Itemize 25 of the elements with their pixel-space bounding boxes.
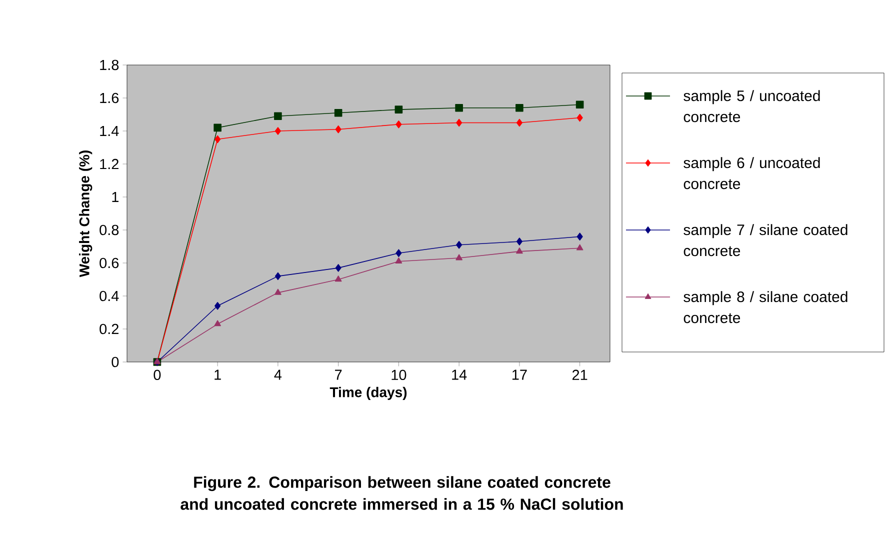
legend-label: sample 5 / uncoated concrete bbox=[684, 90, 820, 122]
y-tick-label: 0.6 bbox=[100, 258, 119, 268]
x-tick-label: 0 bbox=[154, 370, 161, 380]
y-tick-label: 0.4 bbox=[100, 290, 119, 302]
x-tick-label: 1 bbox=[214, 370, 221, 380]
y-tick-label: 1.4 bbox=[100, 126, 119, 136]
x-tick-label: 14 bbox=[452, 370, 467, 380]
y-tick-label: 1.8 bbox=[100, 60, 119, 70]
x-tick-label: 10 bbox=[392, 370, 406, 380]
y-tick-label: 1 bbox=[112, 192, 118, 202]
x-tick-label: 21 bbox=[572, 370, 588, 380]
legend-label: sample 8 / silane coated concrete bbox=[684, 291, 848, 324]
y-tick-label: 0 bbox=[112, 356, 119, 368]
text: Figure 2. Comparison between silane coated concrete and uncoated concrete immersed in a 15 % NaCl solution bbox=[180, 476, 623, 510]
legend-label: sample 6 / uncoated concrete bbox=[684, 157, 820, 190]
y-tick-label: 0.8 bbox=[100, 224, 119, 236]
x-tick-label: 7 bbox=[335, 370, 342, 380]
y-tick-label: 1.2 bbox=[100, 158, 118, 170]
x-tick-label: 17 bbox=[512, 370, 527, 380]
y-tick-label: 1.6 bbox=[100, 92, 119, 104]
y-tick-label: 0.2 bbox=[100, 324, 118, 334]
x-axis-title: Time (days) bbox=[330, 386, 407, 400]
y-axis-title: Weight Change (%) bbox=[79, 150, 92, 278]
x-tick-label: 4 bbox=[274, 370, 282, 380]
legend-label: sample 7 / silane coated concrete bbox=[684, 224, 848, 256]
